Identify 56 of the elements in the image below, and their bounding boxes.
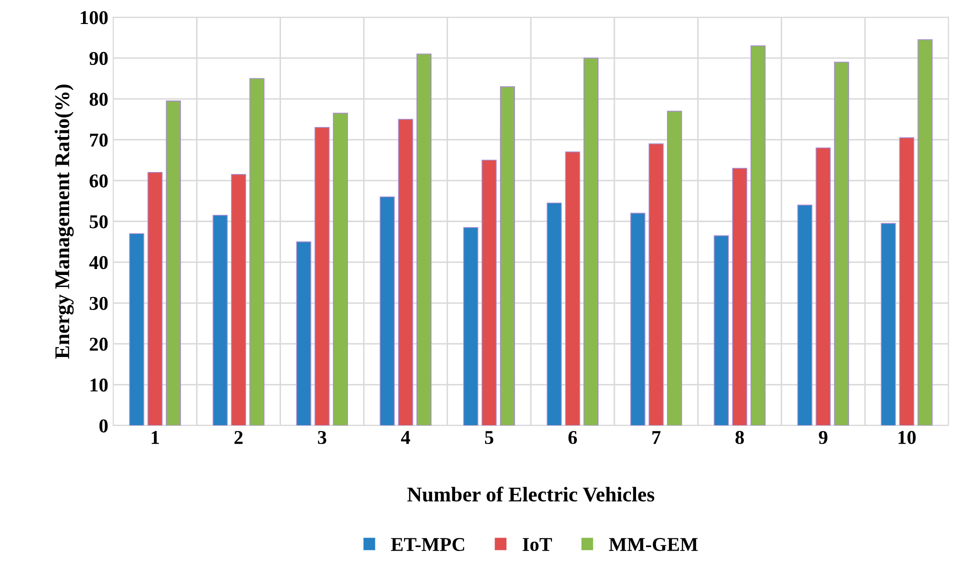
bar xyxy=(463,227,478,426)
bar xyxy=(834,62,850,426)
x-tick-label: 4 xyxy=(401,431,410,444)
x-tick-label: 10 xyxy=(898,430,916,444)
legend-label: ET-MPC xyxy=(391,538,464,552)
bar xyxy=(416,54,432,426)
bar xyxy=(630,212,646,426)
bar xyxy=(212,214,228,426)
y-tick-label: 50 xyxy=(90,215,108,228)
bar xyxy=(565,152,580,426)
y-tick-label: 10 xyxy=(90,378,108,392)
bar xyxy=(714,235,729,426)
bar xyxy=(129,233,144,426)
bar xyxy=(166,100,181,426)
bar xyxy=(231,174,246,426)
bar xyxy=(332,112,348,426)
x-tick-label: 5 xyxy=(485,431,494,444)
legend-label: MM-GEM xyxy=(608,538,698,552)
x-tick-label: 1 xyxy=(152,431,159,444)
x-tick-label: 6 xyxy=(568,430,577,444)
bar xyxy=(148,172,163,426)
y-axis-title: Energy Management Ratio(%) xyxy=(54,84,74,359)
y-tick-label: 80 xyxy=(90,92,108,106)
bar xyxy=(546,202,562,426)
bar xyxy=(380,196,395,426)
x-tick-label: 2 xyxy=(234,430,243,444)
x-tick-label: 7 xyxy=(652,431,661,444)
x-tick-label: 3 xyxy=(318,430,326,444)
y-tick-label: 20 xyxy=(90,338,108,351)
x-axis-title: Number of Electric Vehicles xyxy=(407,486,654,502)
y-tick-label: 90 xyxy=(90,52,108,66)
bar xyxy=(880,222,896,426)
bar xyxy=(918,39,933,426)
y-tick-label: 40 xyxy=(89,256,108,270)
bar xyxy=(899,137,914,426)
bar xyxy=(500,86,516,426)
y-tick-label: 100 xyxy=(80,11,108,24)
y-tick-label: 30 xyxy=(90,296,108,310)
legend-label: IoT xyxy=(522,538,552,552)
bar xyxy=(296,241,312,426)
y-tick-label: 0 xyxy=(99,419,108,432)
bar xyxy=(816,147,831,426)
bar xyxy=(750,45,766,426)
x-tick-label: 8 xyxy=(735,430,744,444)
y-tick-label: 60 xyxy=(90,174,108,188)
bar xyxy=(648,143,664,426)
bar xyxy=(583,58,599,426)
bar xyxy=(667,110,682,426)
bar xyxy=(398,118,414,426)
x-tick-label: 9 xyxy=(818,430,828,444)
bar xyxy=(797,204,812,426)
bar xyxy=(482,160,497,426)
bar xyxy=(732,168,748,426)
y-tick-label: 70 xyxy=(90,134,108,147)
bar xyxy=(249,78,264,426)
bar xyxy=(314,127,330,426)
